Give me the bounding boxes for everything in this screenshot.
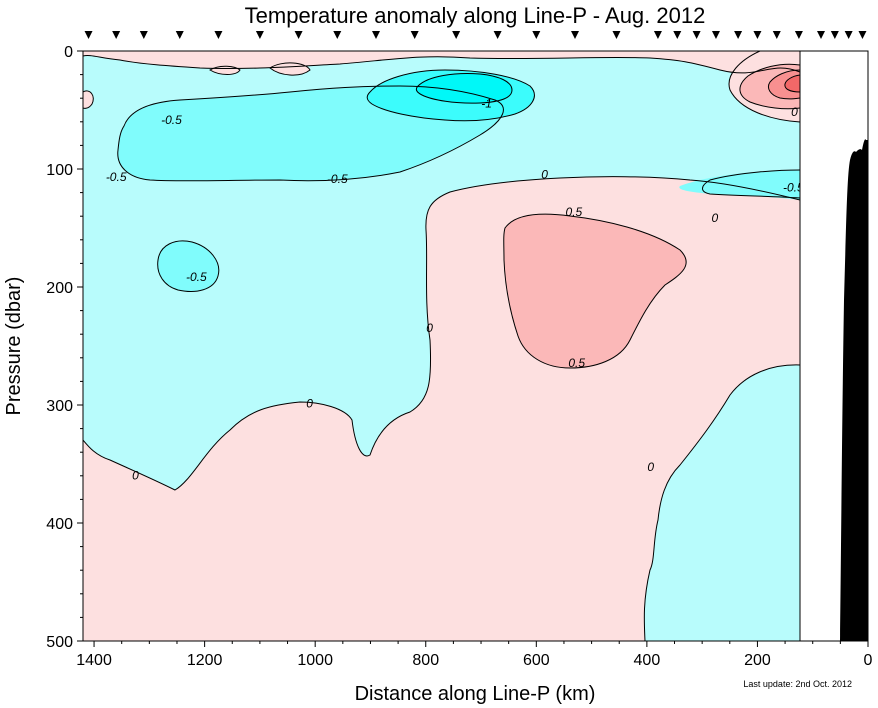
y-tick-label: 500 [46, 634, 73, 651]
station-marker [255, 31, 264, 39]
mid-negative-region [157, 240, 219, 292]
x-axis-label: Distance along Line-P (km) [355, 683, 596, 705]
contour-label: -1 [481, 97, 492, 111]
y-tick-label: 100 [46, 162, 73, 179]
plot-frame [82, 50, 869, 642]
station-marker [673, 31, 682, 39]
y-tick-label: 300 [46, 398, 73, 415]
station-marker [772, 31, 781, 39]
station-marker [692, 31, 701, 39]
contour-lines [83, 51, 800, 641]
contour-label: -0.5 [161, 113, 182, 127]
y-axis: 0 100 200 300 400 500 [46, 44, 83, 651]
station-marker [612, 31, 621, 39]
contour-label: 0 [426, 321, 433, 335]
station-marker [817, 31, 826, 39]
small-positive-patch [83, 90, 94, 109]
station-marker [139, 31, 148, 39]
station-markers [84, 31, 867, 39]
station-marker [653, 31, 662, 39]
chart-title: Temperature anomaly along Line-P - Aug. … [245, 3, 706, 28]
x-tick-label: 1000 [297, 652, 333, 669]
station-marker [410, 31, 419, 39]
station-marker [844, 31, 853, 39]
x-axis: 1400 1200 1000 800 600 400 200 0 [76, 641, 873, 669]
contour-label: 0 [791, 105, 798, 119]
station-marker [112, 31, 121, 39]
station-marker [571, 31, 580, 39]
max-negative-region [416, 73, 512, 104]
contour-label: -0.5 [106, 170, 127, 184]
x-tick-label: 1400 [76, 652, 112, 669]
station-marker [452, 31, 461, 39]
seafloor-topography [840, 139, 868, 641]
moderate-positive-region [503, 214, 687, 368]
station-marker [214, 31, 223, 39]
contour-label: 0 [132, 468, 139, 482]
x-tick-label: 800 [412, 652, 439, 669]
station-marker [830, 31, 839, 39]
station-marker [294, 31, 303, 39]
station-marker [532, 31, 541, 39]
contour-label: 0 [541, 167, 548, 181]
contour-label: 0 [712, 211, 719, 225]
station-marker [711, 31, 720, 39]
y-axis-label: Pressure (dbar) [3, 277, 25, 416]
station-marker [794, 31, 803, 39]
contour-label: -0.5 [186, 270, 207, 284]
contour-label: -0.5 [327, 172, 348, 186]
last-update-note: Last update: 2nd Oct. 2012 [743, 679, 852, 689]
x-tick-label: 200 [744, 652, 771, 669]
contour-label: 0.5 [568, 356, 585, 370]
x-tick-label: 400 [634, 652, 661, 669]
station-marker [734, 31, 743, 39]
y-tick-label: 200 [46, 280, 73, 297]
station-marker [753, 31, 762, 39]
contour-field: -0.5 -0.5 -0.5 -0.5 -1 0 0 0 0 0 0 0 0.5 0.5 -0.5 [83, 51, 804, 641]
station-marker [371, 31, 380, 39]
negative-anomaly-region [644, 364, 800, 641]
station-marker [493, 31, 502, 39]
x-tick-label: 1200 [187, 652, 223, 669]
contour-label: 0 [647, 460, 654, 474]
station-marker [84, 31, 93, 39]
contour-label: -0.5 [783, 180, 804, 194]
station-marker [175, 31, 184, 39]
y-tick-label: 0 [64, 44, 73, 61]
y-tick-label: 400 [46, 516, 73, 533]
contour-labels: -0.5 -0.5 -0.5 -0.5 -1 0 0 0 0 0 0 0 0.5 0.5 -0.5 [106, 97, 804, 483]
x-tick-label: 600 [523, 652, 550, 669]
station-marker [333, 31, 342, 39]
contour-label: 0.5 [566, 205, 583, 219]
x-tick-label: 0 [864, 652, 873, 669]
contour-label: 0 [306, 396, 313, 410]
station-marker [858, 31, 867, 39]
